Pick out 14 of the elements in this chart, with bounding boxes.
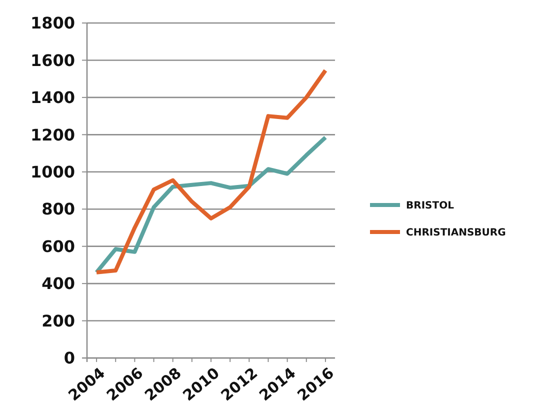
line-series [94,68,328,274]
y-tick-label: 1000 [30,162,75,182]
y-tick-label: 1200 [30,125,75,144]
line-series [94,135,328,274]
legend-label: CHRISTIANSBURG [406,228,506,238]
y-tick-label: 0 [64,348,75,368]
legend-label: BRISTOL [406,200,455,212]
y-tick-label: 800 [42,200,75,219]
y-tick-label: 1600 [30,50,75,70]
y-tick-label: 200 [42,311,75,330]
y-tick-label: 600 [42,236,75,256]
y-tick-label: 1400 [30,88,75,108]
y-tick-label: 1800 [30,14,75,33]
y-tick-label: 400 [42,274,75,294]
